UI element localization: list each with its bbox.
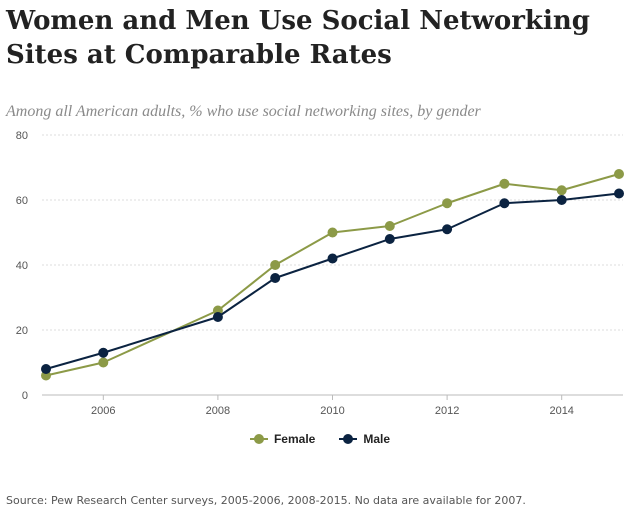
source-note: Source: Pew Research Center surveys, 200… [6, 494, 526, 507]
data-point-male-2013 [499, 198, 510, 209]
y-tick-label-60: 60 [16, 195, 28, 207]
x-tick-label-2012: 2012 [435, 405, 459, 417]
y-tick-label-80: 80 [16, 130, 28, 142]
chart-subtitle: Among all American adults, % who use soc… [6, 103, 481, 120]
legend-label-male: Male [363, 432, 391, 446]
x-tick-label-2006: 2006 [91, 405, 115, 417]
y-tick-label-40: 40 [16, 260, 28, 272]
legend: Female Male [0, 432, 640, 446]
legend-item-female[interactable]: Female [249, 432, 316, 446]
data-point-male-2005 [41, 364, 51, 374]
chart-title: Women and Men Use Social Networking Site… [6, 6, 590, 70]
data-point-female-2012 [442, 198, 453, 209]
series-line-male [45, 192, 620, 370]
data-point-male-2011 [384, 234, 395, 244]
y-tick-label-0: 0 [22, 390, 28, 402]
legend-label-female: Female [273, 432, 316, 446]
data-point-female-2013 [499, 178, 510, 189]
data-point-male-2014 [556, 195, 567, 205]
legend-item-male[interactable]: Male [339, 432, 390, 446]
x-tick-label-2014: 2014 [549, 405, 573, 417]
legend-swatch-male [339, 434, 358, 444]
data-point-female-2010 [327, 227, 338, 238]
data-point-male-2008 [212, 312, 223, 322]
line-chart: 0 20 40 60 80 2006 2008 2010 2012 2014 [16, 130, 624, 417]
data-point-female-2009 [270, 260, 281, 270]
data-point-female-2011 [384, 221, 395, 231]
data-point-male-2006 [98, 347, 109, 358]
legend-dot-male [343, 434, 354, 444]
legend-dot-female [253, 434, 264, 444]
data-point-female-2006 [98, 357, 109, 368]
x-tick-label-2010: 2010 [320, 405, 344, 417]
data-point-male-2012 [442, 224, 453, 235]
y-tick-label-20: 20 [16, 325, 28, 337]
data-point-male-2015 [614, 188, 624, 199]
data-point-female-2015 [614, 169, 624, 179]
series-line-female [45, 173, 620, 377]
data-point-female-2014 [556, 185, 567, 196]
data-point-male-2010 [327, 253, 338, 264]
data-point-male-2009 [270, 273, 281, 283]
x-tick-label-2008: 2008 [206, 405, 230, 417]
legend-swatch-female [249, 434, 268, 444]
